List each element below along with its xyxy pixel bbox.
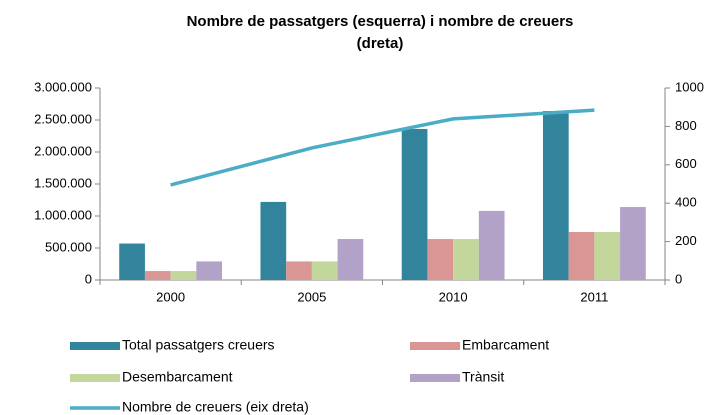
legend-swatch	[70, 374, 120, 382]
bar	[311, 261, 338, 280]
bar	[542, 111, 569, 280]
bar	[401, 128, 428, 280]
y-tick-label: 500.000	[45, 239, 92, 254]
legend-label: Nombre de creuers (eix dreta)	[122, 399, 309, 415]
legend-swatch	[70, 342, 120, 350]
bar	[568, 232, 595, 280]
y-tick-label: 2.000.000	[34, 143, 92, 158]
y2-tick-label: 800	[675, 118, 697, 133]
bar	[196, 261, 223, 280]
bar	[260, 201, 287, 280]
y2-tick-label: 1000	[675, 79, 704, 94]
y-tick-label: 1.500.000	[34, 175, 92, 190]
y-tick-label: 2.500.000	[34, 111, 92, 126]
legend-label: Desembarcament	[122, 369, 233, 385]
x-tick-label: 2010	[439, 289, 468, 304]
y-tick-label: 3.000.000	[34, 79, 92, 94]
x-tick-label: 2005	[297, 289, 326, 304]
line	[170, 108, 595, 187]
bar	[478, 210, 505, 280]
y2-tick-label: 400	[675, 195, 697, 210]
bar	[337, 239, 364, 280]
bar	[594, 232, 621, 280]
x-tick-label: 2000	[156, 289, 185, 304]
legend-label: Total passatgers creuers	[122, 337, 275, 353]
legend-label: Trànsit	[462, 369, 504, 385]
y-tick-label: 1.000.000	[34, 207, 92, 222]
legend-swatch	[410, 342, 460, 350]
bar	[620, 207, 646, 280]
bar	[144, 271, 171, 280]
x-tick-label: 2011	[580, 289, 608, 304]
bar	[453, 239, 479, 280]
chart-title: (dreta)	[357, 35, 404, 52]
legend-label: Embarcament	[462, 337, 549, 353]
bar	[286, 261, 312, 280]
chart-title: Nombre de passatgers (esquerra) i nombre…	[187, 13, 574, 30]
y-tick-label: 0	[85, 271, 92, 286]
legend-swatch	[410, 374, 460, 382]
y2-tick-label: 0	[675, 271, 682, 286]
bar	[427, 239, 454, 280]
y2-tick-label: 600	[675, 156, 697, 171]
bar	[170, 271, 197, 280]
bar	[119, 243, 145, 280]
y2-tick-label: 200	[675, 233, 697, 248]
